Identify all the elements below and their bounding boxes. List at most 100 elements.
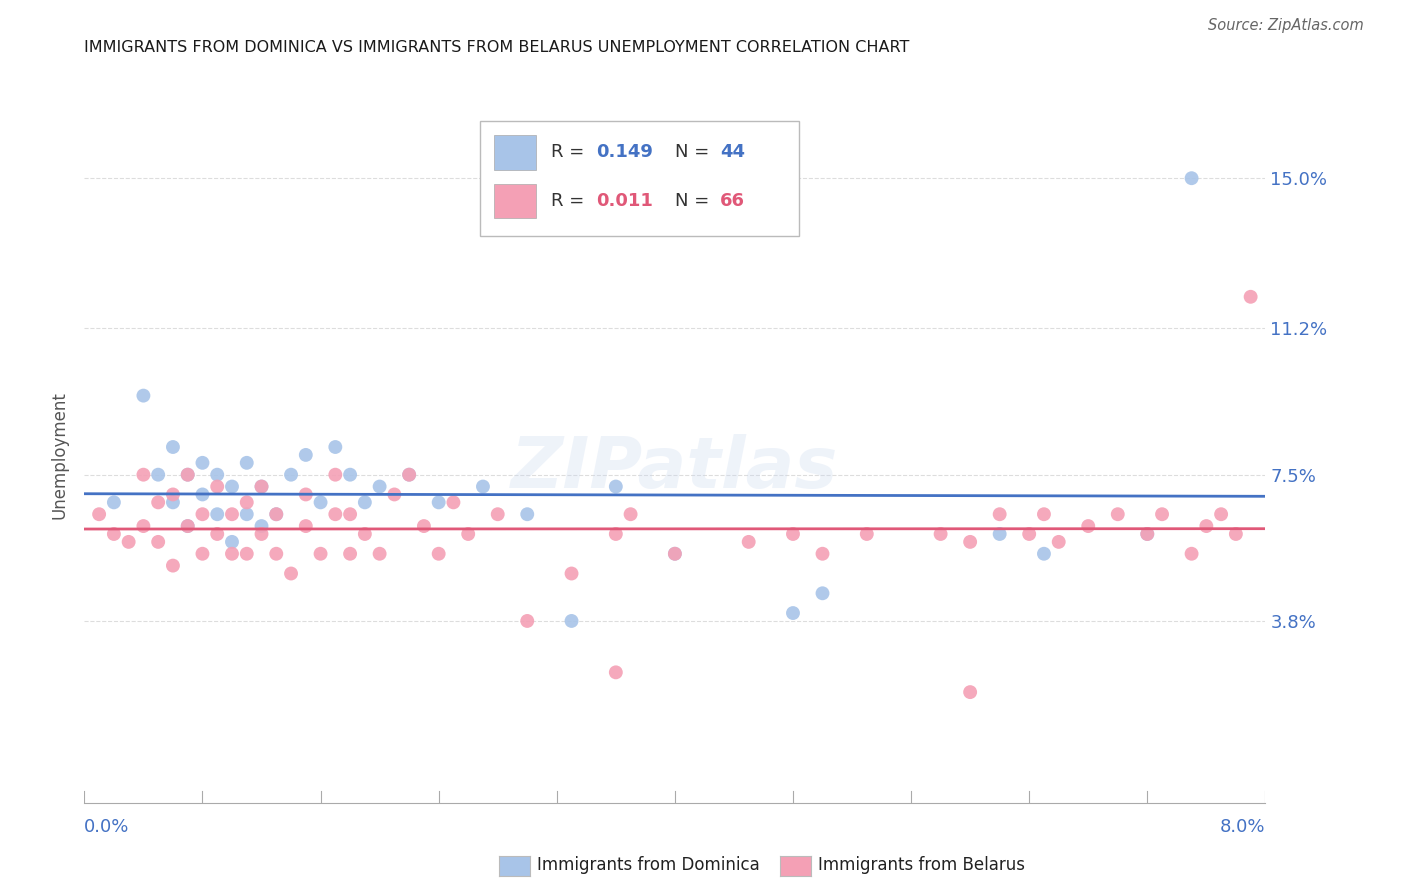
- Point: [605, 527, 627, 541]
- Point: [811, 586, 834, 600]
- Point: [250, 479, 273, 493]
- Point: [177, 519, 200, 533]
- Point: [605, 665, 627, 680]
- Text: Source: ZipAtlas.com: Source: ZipAtlas.com: [1208, 18, 1364, 33]
- Point: [959, 685, 981, 699]
- Point: [221, 507, 243, 521]
- Point: [988, 527, 1011, 541]
- Point: [1077, 519, 1099, 533]
- Point: [339, 507, 361, 521]
- Point: [339, 467, 361, 482]
- Text: Immigrants from Belarus: Immigrants from Belarus: [818, 856, 1025, 874]
- Point: [132, 519, 155, 533]
- Text: 44: 44: [720, 144, 745, 161]
- Point: [354, 527, 377, 541]
- Point: [295, 519, 318, 533]
- Point: [264, 507, 288, 521]
- Point: [162, 440, 184, 454]
- Point: [309, 547, 332, 561]
- Point: [309, 495, 332, 509]
- Point: [398, 467, 420, 482]
- Text: Immigrants from Dominica: Immigrants from Dominica: [537, 856, 759, 874]
- Point: [236, 547, 259, 561]
- Point: [1136, 527, 1159, 541]
- Point: [323, 440, 347, 454]
- Point: [382, 487, 406, 501]
- Point: [162, 487, 184, 501]
- Point: [250, 519, 273, 533]
- Point: [264, 507, 288, 521]
- Point: [177, 467, 200, 482]
- Point: [560, 566, 583, 581]
- Point: [516, 614, 538, 628]
- FancyBboxPatch shape: [494, 135, 536, 169]
- Point: [1209, 507, 1232, 521]
- Point: [959, 534, 981, 549]
- Point: [1195, 519, 1218, 533]
- Point: [664, 547, 686, 561]
- Point: [177, 519, 200, 533]
- Point: [148, 534, 170, 549]
- Point: [472, 479, 495, 493]
- Point: [664, 547, 686, 561]
- Point: [148, 467, 170, 482]
- Point: [162, 495, 184, 509]
- Point: [132, 389, 155, 403]
- Point: [1107, 507, 1129, 521]
- Point: [89, 507, 111, 521]
- Point: [205, 507, 228, 521]
- Text: 8.0%: 8.0%: [1220, 818, 1265, 836]
- Point: [148, 495, 170, 509]
- Point: [323, 467, 347, 482]
- Point: [516, 507, 538, 521]
- Point: [191, 487, 214, 501]
- Point: [280, 566, 302, 581]
- Point: [1181, 171, 1204, 186]
- Point: [605, 479, 627, 493]
- Point: [1032, 507, 1054, 521]
- Point: [323, 507, 347, 521]
- Point: [295, 487, 318, 501]
- Point: [280, 467, 302, 482]
- Point: [368, 547, 391, 561]
- Point: [619, 507, 641, 521]
- Point: [1047, 534, 1070, 549]
- Point: [486, 507, 509, 521]
- Point: [1018, 527, 1040, 541]
- Point: [205, 527, 228, 541]
- Point: [221, 534, 243, 549]
- Point: [398, 467, 420, 482]
- Text: N =: N =: [675, 144, 714, 161]
- Point: [236, 456, 259, 470]
- Point: [1032, 547, 1054, 561]
- Point: [368, 479, 391, 493]
- Point: [103, 527, 125, 541]
- Point: [737, 534, 759, 549]
- Point: [855, 527, 877, 541]
- Point: [560, 614, 583, 628]
- Point: [339, 547, 361, 561]
- Point: [264, 547, 288, 561]
- Point: [295, 448, 318, 462]
- Point: [205, 467, 228, 482]
- Point: [250, 527, 273, 541]
- Point: [118, 534, 141, 549]
- Text: 0.011: 0.011: [596, 192, 652, 210]
- Text: N =: N =: [675, 192, 714, 210]
- Point: [162, 558, 184, 573]
- Text: R =: R =: [551, 144, 591, 161]
- Text: R =: R =: [551, 192, 591, 210]
- Point: [250, 479, 273, 493]
- Point: [177, 467, 200, 482]
- Text: ZIPatlas: ZIPatlas: [512, 434, 838, 503]
- Point: [457, 527, 479, 541]
- Text: 0.0%: 0.0%: [84, 818, 129, 836]
- Point: [354, 495, 377, 509]
- Y-axis label: Unemployment: Unemployment: [51, 391, 69, 519]
- Point: [103, 495, 125, 509]
- Point: [1240, 290, 1263, 304]
- Point: [132, 467, 155, 482]
- Point: [236, 495, 259, 509]
- Point: [236, 507, 259, 521]
- Point: [191, 456, 214, 470]
